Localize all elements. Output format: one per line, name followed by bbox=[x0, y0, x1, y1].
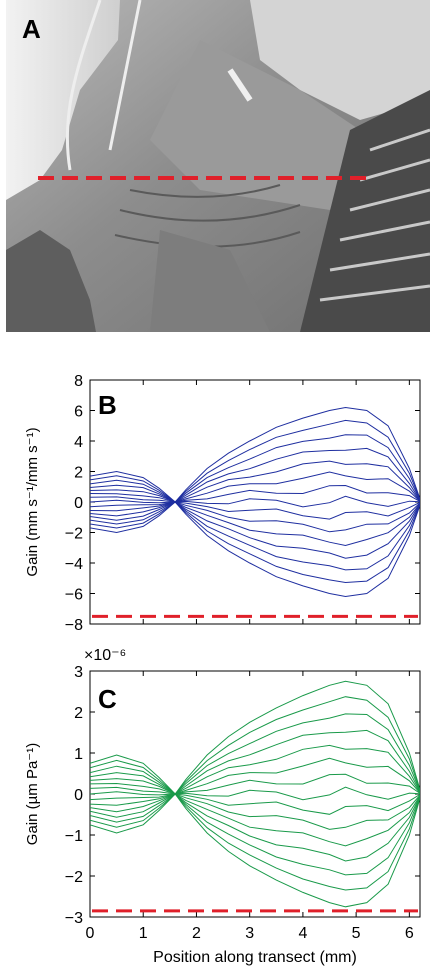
panel-b-y-tick-label: −6 bbox=[65, 587, 83, 604]
panel-a-letter: A bbox=[22, 14, 41, 44]
panel-c-y-tick-label: 2 bbox=[74, 705, 83, 722]
panel-b-series-line bbox=[90, 419, 420, 503]
panel-c-x-tick-label: 6 bbox=[405, 925, 414, 942]
panel-c-series-line bbox=[90, 680, 420, 795]
panel-b-series-line bbox=[90, 484, 420, 503]
panel-c-x-tick-label: 1 bbox=[139, 925, 148, 942]
panel-c-series-line bbox=[90, 757, 420, 795]
panel-c-x-tick-labels: 0 1 2 3 4 5 6 bbox=[86, 925, 414, 942]
panel-b-series-line bbox=[90, 501, 420, 584]
panel-c-series-line bbox=[90, 696, 420, 795]
panel-b-letter: B bbox=[98, 390, 117, 420]
panel-c-y-tick-label: 3 bbox=[74, 664, 83, 681]
panel-c-x-tick-label: 4 bbox=[298, 925, 307, 942]
panel-b-series-line bbox=[90, 406, 420, 503]
panel-c-series-line bbox=[90, 729, 420, 795]
panel-b-series-line bbox=[90, 471, 420, 503]
panel-c-x-tick-label: 2 bbox=[192, 925, 201, 942]
panel-b-series-line bbox=[90, 447, 420, 503]
panel-c-series bbox=[90, 680, 420, 908]
panel-b-series-line bbox=[90, 495, 420, 508]
panel-b-series-line bbox=[90, 501, 420, 571]
x-axis-label: Position along transect (mm) bbox=[153, 949, 357, 966]
panel-b-y-axis-label: Gain (mm s⁻¹/mm s⁻¹) bbox=[24, 427, 41, 576]
panel-c-letter: C bbox=[98, 684, 117, 714]
panel-b-y-tick-label: −2 bbox=[65, 526, 83, 543]
panel-c-series-line bbox=[90, 793, 420, 815]
panel-c-y-tick-label: −1 bbox=[65, 828, 83, 845]
panel-c-scale-label: ×10⁻⁶ bbox=[84, 647, 126, 664]
panel-c-x-tick-label: 5 bbox=[352, 925, 361, 942]
panel-b-y-tick-label: 4 bbox=[74, 434, 83, 451]
panel-a: A bbox=[6, 0, 430, 332]
panel-c: −3 −2 −1 0 1 2 3 0 1 2 3 4 5 6 ×10⁻⁶ C Gain (µm Pa⁻¹… bbox=[24, 647, 421, 966]
panel-c-y-tick-label: −2 bbox=[65, 869, 83, 886]
panel-b: −8 −6 −4 −2 0 2 4 6 8 B Gain (mm s⁻¹/mm s⁻¹) bbox=[24, 373, 421, 634]
panel-b-y-tick-label: −4 bbox=[65, 556, 83, 573]
panel-c-x-tick-label: 3 bbox=[245, 925, 254, 942]
panel-b-y-tick-label: 8 bbox=[74, 373, 83, 390]
panel-b-series-line bbox=[90, 501, 420, 547]
panel-b-series-line bbox=[90, 501, 420, 598]
panel-c-y-tick-label: 1 bbox=[74, 746, 83, 763]
panel-b-y-tick-label: 2 bbox=[74, 465, 83, 482]
panel-c-series-line bbox=[90, 793, 420, 891]
panel-c-y-axis-label: Gain (µm Pa⁻¹) bbox=[24, 743, 41, 845]
panel-b-series bbox=[90, 406, 420, 598]
panel-c-series-line bbox=[90, 713, 420, 795]
panel-b-series-line bbox=[90, 501, 420, 520]
panel-c-series-line bbox=[90, 773, 420, 795]
panel-b-series-line bbox=[90, 501, 420, 533]
panel-b-y-tick-labels: −8 −6 −4 −2 0 2 4 6 8 bbox=[65, 373, 83, 634]
panel-c-series-line bbox=[90, 793, 420, 830]
panel-b-y-tick-label: −8 bbox=[65, 617, 83, 634]
panel-c-x-tick-label: 0 bbox=[86, 925, 95, 942]
panel-c-series-line bbox=[90, 793, 420, 847]
panel-c-y-tick-labels: −3 −2 −1 0 1 2 3 bbox=[65, 664, 83, 927]
panel-c-series-line bbox=[90, 793, 420, 862]
panel-b-series-line bbox=[90, 434, 420, 503]
panel-c-series-line bbox=[90, 793, 420, 876]
panel-b-y-tick-label: 0 bbox=[74, 495, 83, 512]
panel-c-y-tick-label: −3 bbox=[65, 910, 83, 927]
panel-b-series-line bbox=[90, 460, 420, 503]
panel-c-y-tick-label: 0 bbox=[74, 787, 83, 804]
panel-c-series-line bbox=[90, 793, 420, 908]
panel-b-y-tick-label: 6 bbox=[74, 404, 83, 421]
panel-c-series-line bbox=[90, 786, 420, 801]
panel-b-series-line bbox=[90, 501, 420, 559]
specimen-photo bbox=[6, 0, 430, 332]
panel-c-series-line bbox=[90, 744, 420, 795]
